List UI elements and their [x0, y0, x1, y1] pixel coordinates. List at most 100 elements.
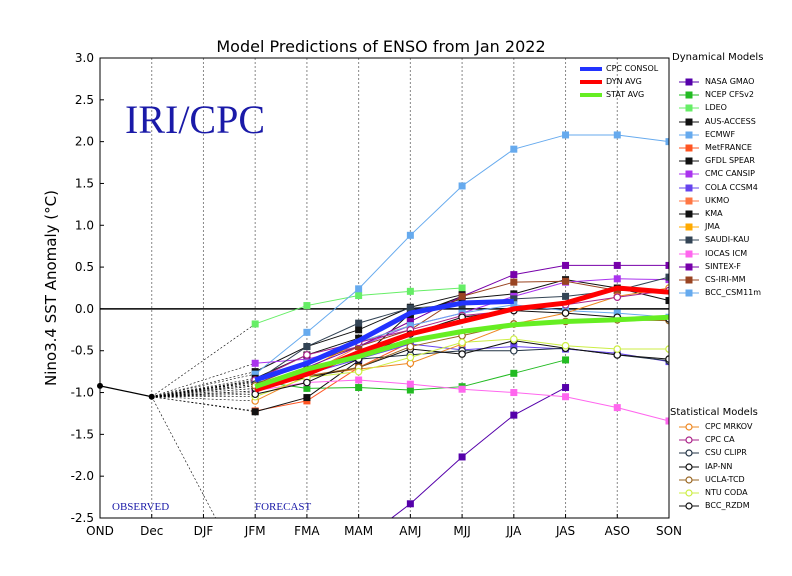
point-ecmwf: [613, 131, 621, 139]
legend-label: NCEP CFSv2: [705, 90, 754, 100]
legend-swatch: [679, 223, 699, 231]
y-tick-label: -1.5: [71, 427, 94, 441]
point-ntu-coda: [613, 345, 622, 353]
legend-label: IOCAS ICM: [705, 248, 748, 258]
y-tick-label: 2.0: [75, 135, 94, 149]
line-metfrance: [255, 341, 411, 412]
x-tick-label: JAS: [555, 524, 575, 538]
legend-label: CPC MRKOV: [705, 422, 753, 431]
point-gfdl-spear: [303, 394, 311, 402]
legend-swatch-marker: [685, 276, 693, 284]
legend-label: DYN AVG: [606, 77, 642, 86]
x-tick-label: SON: [656, 524, 682, 538]
legend-label: LDEO: [705, 103, 727, 113]
y-tick-label: 1.5: [75, 176, 94, 190]
legend-swatch-marker: [685, 489, 693, 497]
legend-swatch: [679, 210, 699, 218]
legend-swatch: [679, 131, 699, 139]
legend-swatch-marker: [685, 436, 693, 444]
legend-label: NTU CODA: [705, 488, 748, 497]
legend-swatch: [679, 78, 699, 86]
plot-frame: [99, 57, 670, 519]
point-ncep-cfsv2: [510, 369, 518, 377]
connector-ucla-tcd: [151, 385, 256, 398]
legend-label: CPC CONSOL: [606, 64, 659, 73]
point-ntu-coda: [561, 341, 570, 350]
legend-label: IAP-NN: [705, 461, 733, 471]
point-iocas-icm: [665, 417, 669, 425]
x-tick-label: Dec: [140, 524, 163, 538]
legend-label: BCC_RZDM: [705, 501, 750, 511]
point-ecmwf: [355, 285, 363, 293]
legend-swatch-marker: [685, 78, 693, 86]
legend-swatch: [580, 67, 602, 71]
point-ecmwf: [510, 145, 518, 153]
legend-swatch: [679, 476, 699, 484]
point-cs-iri-mm: [458, 292, 466, 300]
x-tick-label: AMJ: [399, 524, 421, 538]
point-bcc-rzdm: [303, 378, 311, 387]
legend-label: CMC CANSIP: [705, 169, 755, 179]
point-aus-access: [355, 326, 363, 334]
point-ncep-cfsv2: [303, 384, 311, 392]
point-csu-clipr: [510, 346, 518, 355]
point-ecmwf: [303, 328, 311, 336]
observed-label: OBSERVED: [112, 501, 169, 513]
point-bcc-rzdm: [251, 390, 259, 399]
legend-swatch: [679, 197, 699, 205]
y-tick-label: 0.0: [75, 302, 94, 316]
point-cs-iri-mm: [510, 278, 518, 286]
observed-line: [99, 385, 152, 398]
consensus-lines-layer: [254, 285, 670, 393]
point-bcc-rzdm: [561, 309, 570, 317]
legend-label: CPC CA: [705, 435, 735, 445]
connector-cpc-mrkov: [151, 396, 256, 402]
x-tick-label: OND: [86, 524, 114, 538]
y-tick-label: -1.0: [71, 386, 94, 400]
legend-label: UKMO: [705, 195, 730, 205]
point-gfdl-spear: [665, 297, 669, 305]
point-ecmwf: [251, 370, 259, 378]
legend-swatch: [679, 170, 699, 178]
point-nasa-gmao: [562, 384, 570, 392]
point-cs-iri-mm: [355, 343, 363, 351]
point-bcc-csm11m: [613, 309, 621, 317]
point-ecmwf: [562, 131, 570, 139]
legend-swatch-marker: [685, 423, 693, 431]
point-ldeo: [355, 292, 363, 300]
dynamical-legend-title: Dynamical Models: [672, 52, 764, 63]
legend-swatch-marker: [685, 144, 693, 152]
legend-label: UCLA-TCD: [705, 474, 745, 484]
legend-swatch-marker: [685, 197, 693, 205]
legend-swatch: [679, 489, 699, 497]
legend-label: MetFRANCE: [705, 143, 752, 152]
point-sintex-f: [406, 317, 414, 325]
y-tick-label: 3.0: [75, 51, 94, 65]
connector-ecmwf: [151, 373, 256, 398]
y-tick-label: 2.5: [75, 93, 94, 107]
consensus-line-stat-avg: [254, 314, 670, 390]
legend-label: GFDL SPEAR: [705, 156, 755, 166]
connector-iap-nn: [151, 388, 256, 398]
legend-label: JMA: [705, 222, 720, 232]
legend-swatch: [679, 436, 699, 444]
point-cpc-ca: [303, 351, 311, 359]
point-saudi-kau: [562, 292, 570, 300]
legend-swatch: [679, 449, 699, 457]
legend-swatch-marker: [685, 502, 693, 510]
point-ecmwf: [458, 182, 466, 190]
legend-label: CS-IRI-MM: [705, 275, 746, 284]
legend-swatch: [679, 276, 699, 284]
point-ntu-coda: [406, 353, 415, 362]
point-ucla-tcd: [406, 342, 415, 351]
point-ntu-coda: [458, 338, 466, 347]
point-ntu-coda: [510, 335, 518, 343]
point-cmc-cansip: [613, 275, 621, 283]
point-iocas-icm: [562, 393, 570, 401]
legend-label: BCC_CSM11m: [705, 288, 762, 298]
x-tick-label: MJJ: [453, 524, 470, 538]
point-gfdl-spear: [251, 408, 259, 416]
legend-swatch: [679, 502, 699, 510]
point-ncep-cfsv2: [406, 386, 414, 394]
point-saudi-kau: [665, 273, 669, 281]
